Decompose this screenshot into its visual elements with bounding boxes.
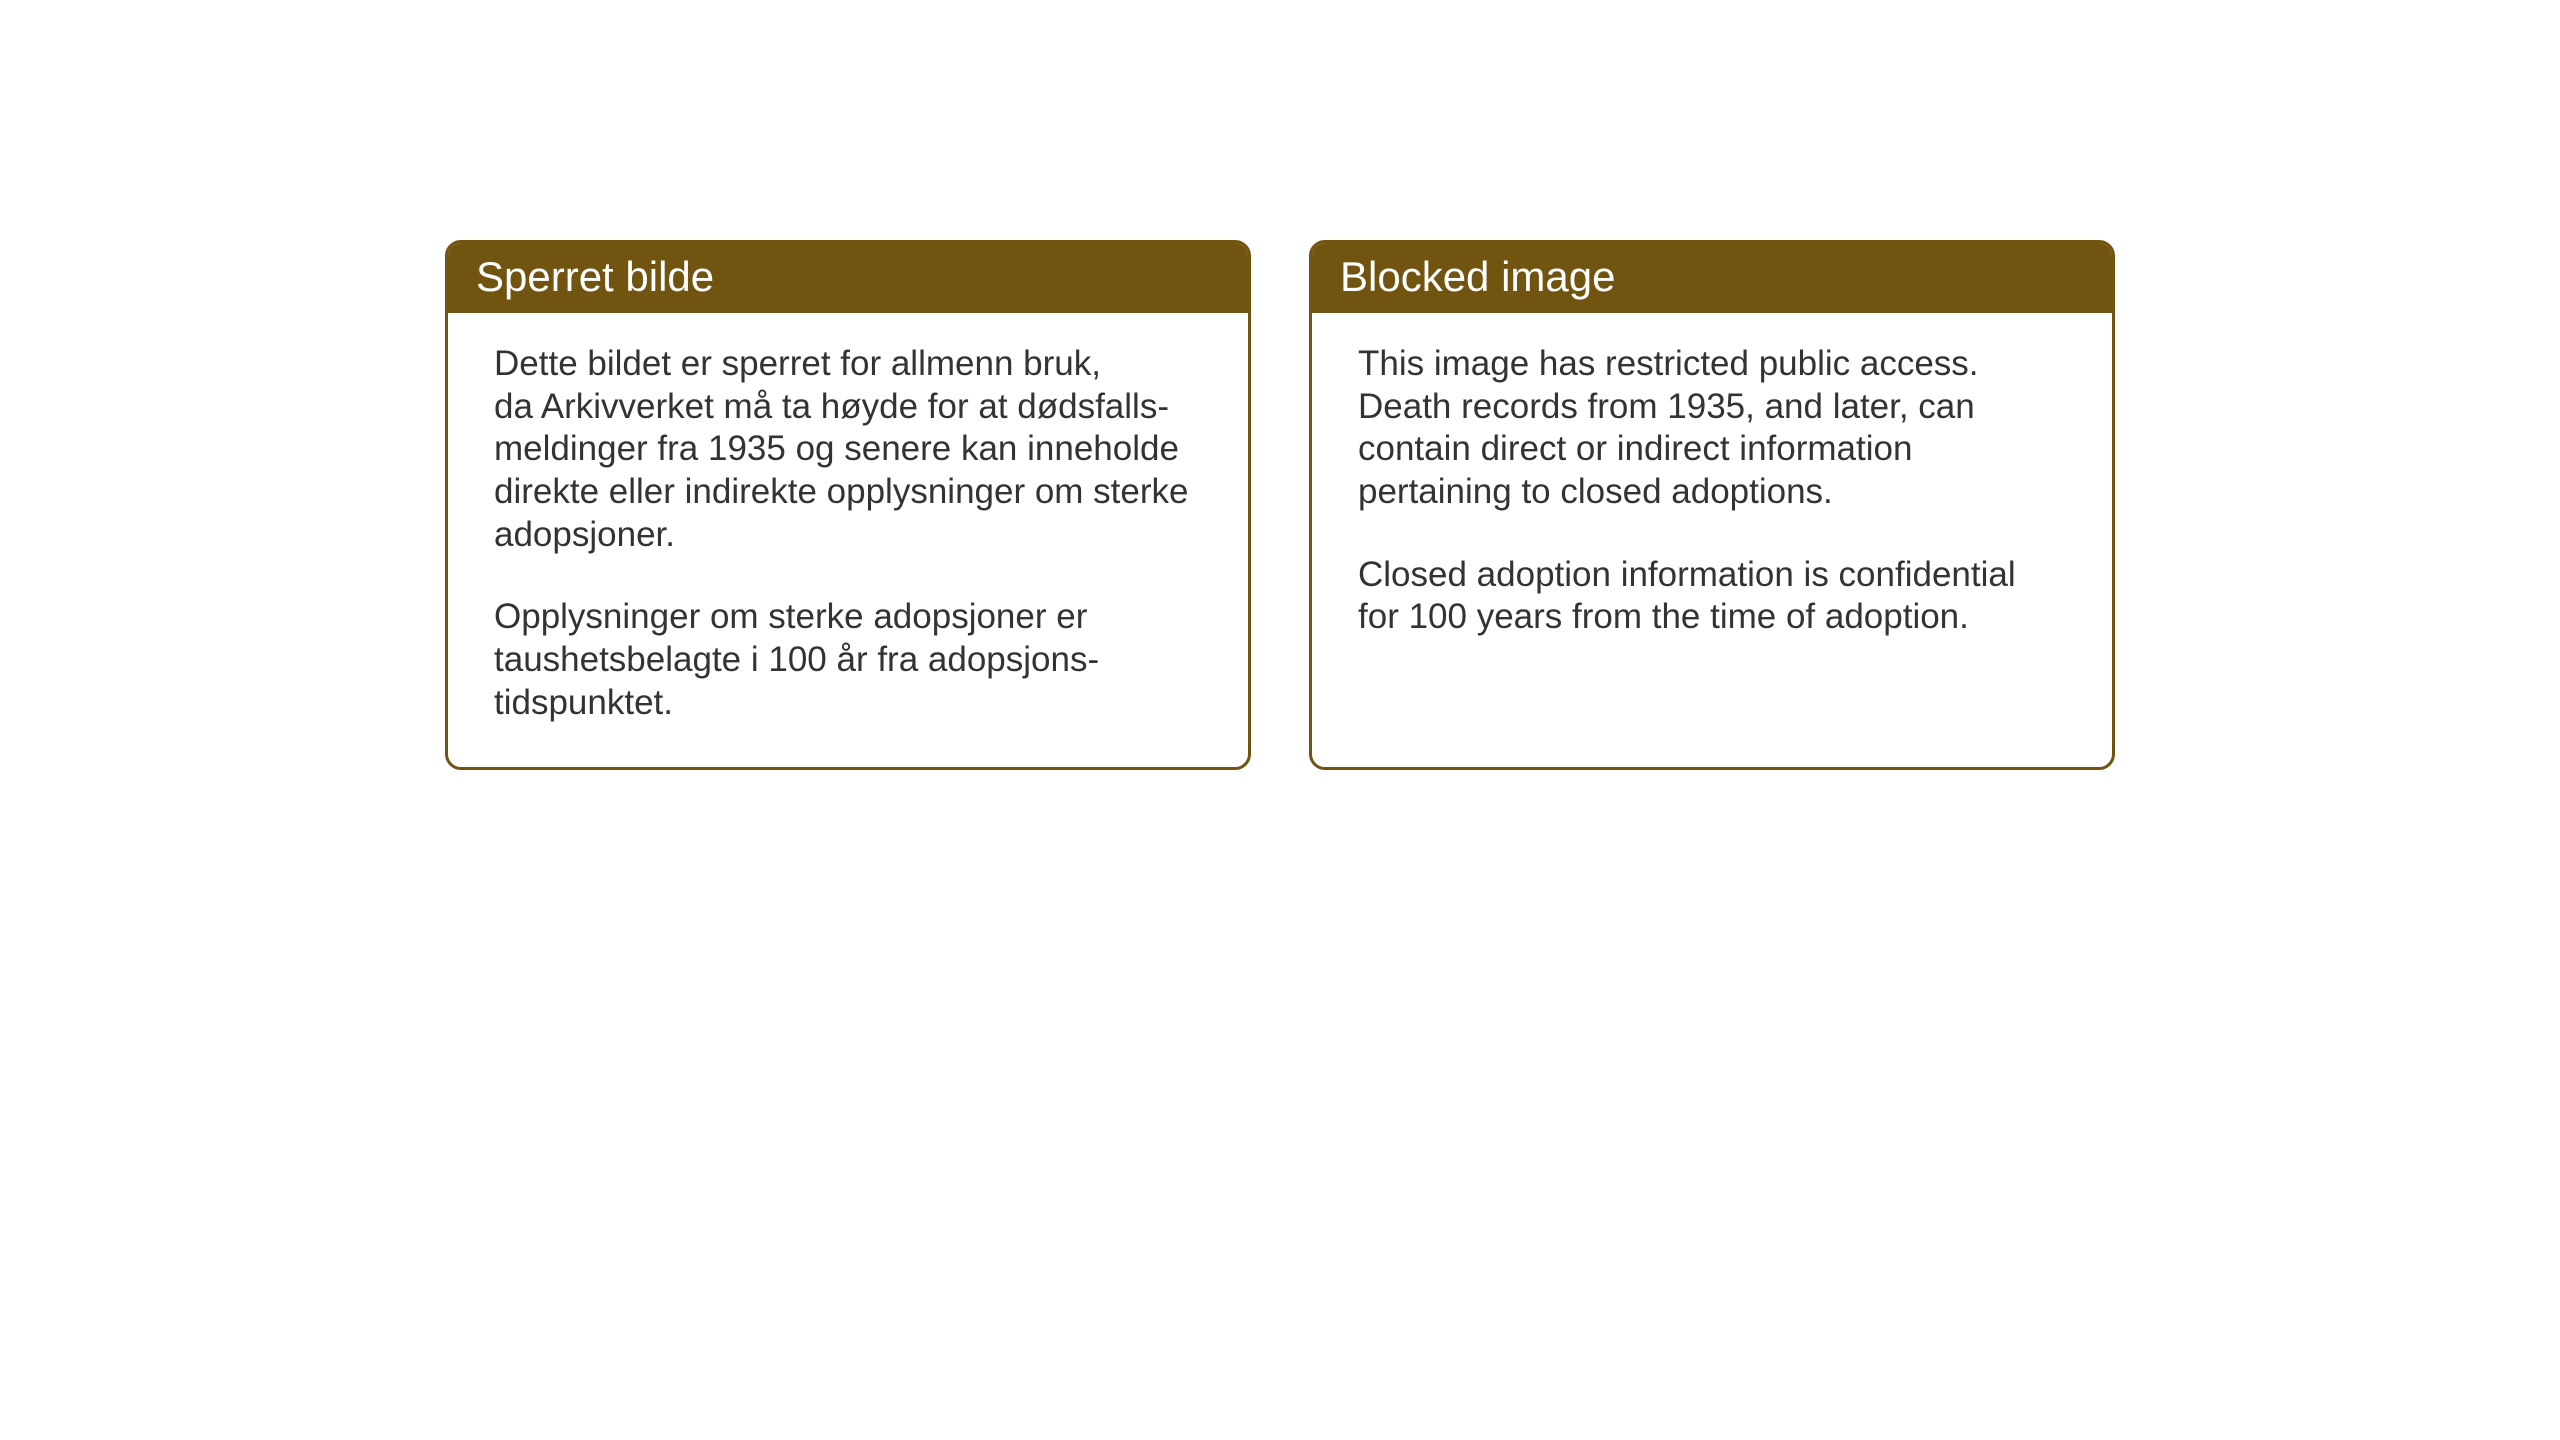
card-body-english: This image has restricted public access.…: [1312, 313, 2112, 681]
card-header-norwegian: Sperret bilde: [448, 243, 1248, 313]
card-para2-norwegian: Opplysninger om sterke adopsjoner er tau…: [494, 596, 1202, 724]
card-para1-english: This image has restricted public access.…: [1358, 343, 2066, 514]
card-body-norwegian: Dette bildet er sperret for allmenn bruk…: [448, 313, 1248, 767]
card-para2-english: Closed adoption information is confident…: [1358, 554, 2066, 639]
notice-container: Sperret bilde Dette bildet er sperret fo…: [445, 240, 2115, 770]
card-title-norwegian: Sperret bilde: [476, 253, 714, 300]
notice-card-english: Blocked image This image has restricted …: [1309, 240, 2115, 770]
notice-card-norwegian: Sperret bilde Dette bildet er sperret fo…: [445, 240, 1251, 770]
card-para1-norwegian: Dette bildet er sperret for allmenn bruk…: [494, 343, 1202, 556]
card-title-english: Blocked image: [1340, 253, 1615, 300]
card-header-english: Blocked image: [1312, 243, 2112, 313]
